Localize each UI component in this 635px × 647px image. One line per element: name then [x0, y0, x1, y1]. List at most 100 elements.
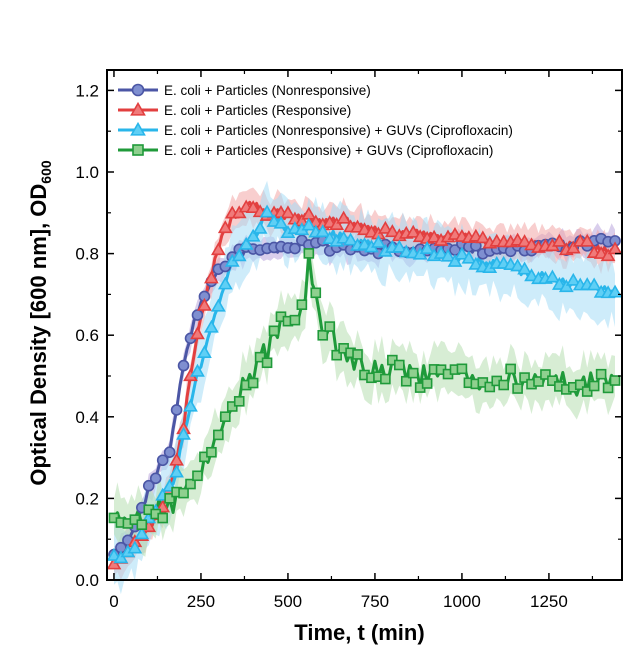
- x-axis-title: Time, t (min): [294, 620, 424, 645]
- y-tick-label: 1.2: [75, 81, 99, 100]
- data-point-1: [191, 309, 204, 321]
- data-point-4: [581, 386, 593, 397]
- legend-marker-2: [130, 101, 146, 116]
- data-point-4: [233, 396, 245, 407]
- data-point-4: [331, 349, 342, 361]
- data-point-2: [551, 233, 567, 247]
- legend-label-3: E. coli + Particles (Nonresponsive) + GU…: [164, 123, 513, 138]
- data-point-3: [127, 540, 143, 554]
- data-point-2: [579, 233, 595, 247]
- legend-label-4: E. coli + Particles (Responsive) + GUVs …: [164, 143, 493, 158]
- series-markers: [106, 199, 623, 570]
- data-point-2: [426, 229, 442, 243]
- data-point-3: [169, 464, 184, 478]
- data-point-1: [142, 479, 155, 492]
- data-point-3: [343, 232, 358, 246]
- data-point-4: [310, 287, 322, 299]
- data-point-3: [440, 248, 456, 262]
- data-point-4: [407, 367, 419, 379]
- data-point-4: [192, 470, 203, 482]
- data-point-4: [574, 379, 586, 391]
- data-point-4: [512, 383, 523, 394]
- data-point-3: [517, 261, 532, 275]
- data-point-1: [163, 446, 176, 459]
- data-point-2: [197, 297, 212, 311]
- data-point-3: [231, 248, 247, 262]
- data-point-3: [204, 319, 219, 333]
- legend-label-2: E. coli + Particles (Responsive): [164, 103, 351, 118]
- x-tick-label: 1250: [530, 592, 568, 611]
- data-point-4: [380, 373, 391, 385]
- y-axis-title-subscript: 600: [38, 160, 54, 184]
- data-point-2: [217, 220, 233, 234]
- data-point-2: [280, 205, 296, 219]
- svg-text:Optical Density [600 nm], OD60: Optical Density [600 nm], OD600: [26, 160, 54, 486]
- y-tick-label: 0.4: [75, 408, 99, 427]
- data-point-4: [268, 325, 280, 337]
- data-point-2: [405, 224, 421, 238]
- data-point-3: [586, 277, 602, 291]
- x-tick-label: 1000: [443, 592, 481, 611]
- data-point-2: [204, 270, 219, 284]
- y-tick-label: 0.0: [75, 571, 99, 590]
- data-point-4: [164, 492, 175, 504]
- x-tick-label: 250: [187, 592, 215, 611]
- data-point-4: [609, 375, 621, 386]
- data-point-4: [505, 363, 516, 375]
- data-point-4: [213, 429, 224, 441]
- error-band-3: [114, 180, 615, 595]
- data-point-4: [400, 375, 412, 387]
- legend: E. coli + Particles (Nonresponsive) E. co…: [118, 83, 513, 158]
- data-point-2: [245, 200, 261, 214]
- data-point-3: [301, 217, 317, 231]
- data-point-4: [157, 512, 168, 524]
- data-point-2: [600, 248, 616, 262]
- x-tick-label: 0: [109, 592, 118, 611]
- data-point-1: [177, 359, 190, 372]
- data-point-4: [498, 379, 509, 391]
- data-point-4: [296, 299, 308, 310]
- data-point-2: [329, 217, 345, 230]
- data-point-3: [433, 245, 449, 259]
- data-point-3: [371, 234, 386, 248]
- data-point-2: [384, 224, 400, 238]
- data-point-2: [377, 220, 393, 234]
- data-point-3: [259, 204, 275, 218]
- data-point-3: [447, 253, 463, 267]
- legend-marker-1: [131, 83, 145, 97]
- data-point-4: [595, 368, 607, 380]
- data-point-4: [178, 487, 189, 499]
- data-point-4: [421, 378, 433, 389]
- data-point-4: [247, 377, 259, 389]
- data-point-4: [588, 380, 600, 392]
- data-point-4: [303, 248, 315, 259]
- data-point-2: [565, 240, 581, 254]
- data-point-4: [456, 363, 468, 375]
- data-point-3: [183, 398, 198, 412]
- x-tick-label: 500: [274, 592, 302, 611]
- data-point-3: [273, 215, 289, 229]
- data-point-3: [210, 298, 226, 312]
- data-point-2: [475, 230, 491, 244]
- data-point-2: [190, 326, 205, 340]
- data-point-2: [336, 210, 352, 224]
- y-tick-label: 0.8: [75, 245, 99, 264]
- data-point-3: [245, 228, 261, 242]
- data-point-3: [217, 276, 233, 290]
- axis-tick-labels: 0 250 500 750 1000 1250 0.0 0.2 0.4 0.6 0.8 1.0 1.2: [75, 81, 567, 611]
- data-point-3: [238, 236, 254, 250]
- legend-label-1: E. coli + Particles (Nonresponsive): [164, 83, 371, 98]
- data-point-4: [602, 382, 614, 394]
- plot-frame: [106, 69, 623, 581]
- data-point-4: [484, 381, 496, 393]
- data-point-4: [261, 357, 273, 369]
- data-point-3: [524, 268, 539, 282]
- data-point-4: [324, 321, 336, 332]
- y-axis-title: Optical Density [600 nm], OD600: [26, 160, 54, 486]
- data-point-2: [350, 219, 365, 233]
- data-point-3: [454, 246, 470, 260]
- data-point-3: [134, 526, 150, 540]
- data-point-4: [540, 369, 551, 380]
- data-point-4: [220, 411, 231, 423]
- data-point-4: [352, 349, 363, 360]
